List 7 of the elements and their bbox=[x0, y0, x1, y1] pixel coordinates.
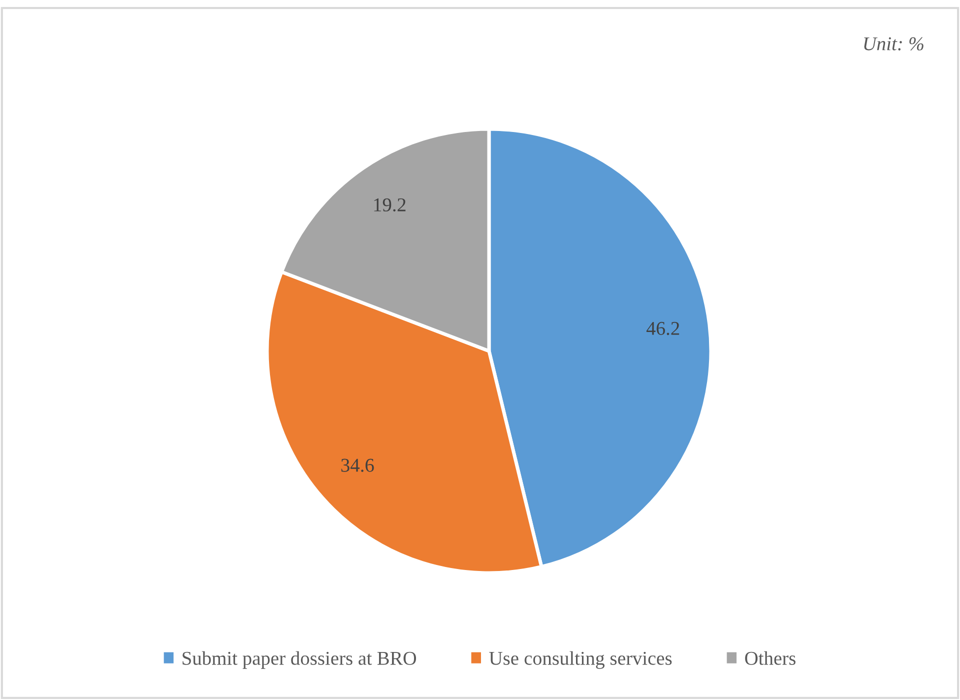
legend-label: Use consulting services bbox=[489, 651, 672, 669]
data-label: 19.2 bbox=[374, 198, 406, 212]
data-label: 34.6 bbox=[341, 458, 374, 472]
data-label: 46.2 bbox=[646, 322, 680, 336]
text: Unit: % bbox=[864, 37, 924, 50]
legend-label: Submit paper dossiers at BRO bbox=[182, 651, 416, 669]
legend-label: Others bbox=[745, 651, 796, 665]
